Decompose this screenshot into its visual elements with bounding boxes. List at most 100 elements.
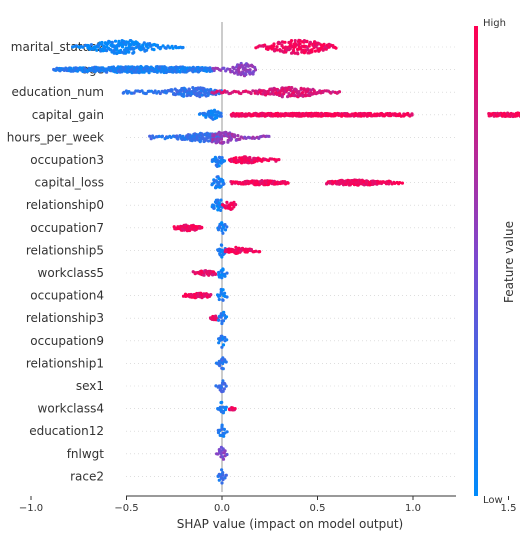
shap-point (224, 449, 227, 452)
shap-point (221, 410, 224, 413)
shap-point (221, 268, 224, 271)
shap-point (249, 68, 252, 71)
shap-point (214, 156, 217, 159)
shap-point (181, 46, 184, 49)
feature-label: occupation7 (30, 221, 104, 235)
shap-point (398, 181, 401, 184)
shap-point (225, 453, 228, 456)
shap-point (401, 182, 404, 185)
shap-point (233, 133, 236, 136)
shap-point (308, 45, 311, 48)
shap-point (146, 46, 149, 49)
shap-point (220, 199, 223, 202)
shap-point (254, 250, 257, 253)
shap-point (219, 401, 222, 404)
x-axis-label: SHAP value (impact on model output) (177, 517, 404, 531)
shap-point (214, 272, 217, 275)
shap-point (100, 41, 103, 44)
shap-point (222, 299, 225, 302)
feature-rows: marital_status2ageeducation_numcapital_g… (7, 40, 456, 483)
shap-point (222, 67, 225, 70)
shap-point (272, 42, 275, 45)
shap-point (223, 387, 226, 390)
shap-point (178, 134, 181, 137)
shap-point (287, 182, 290, 185)
shap-point (223, 275, 226, 278)
shap-point (200, 226, 203, 229)
shap-point (132, 48, 135, 51)
shap-point (226, 141, 229, 144)
x-ticks: −1.0−0.50.00.51.01.52.0 (19, 496, 520, 514)
shap-point (277, 158, 280, 161)
shap-point (121, 45, 124, 48)
shap-point (290, 86, 293, 89)
shap-point (250, 92, 253, 95)
shap-point (220, 112, 223, 115)
shap-point (298, 90, 301, 93)
feature-label: education12 (29, 424, 104, 438)
shap-point (220, 386, 223, 389)
shap-point (222, 367, 225, 370)
feature-label: capital_gain (32, 108, 104, 122)
shap-point (290, 52, 293, 55)
shap-point (218, 164, 221, 167)
x-tick-label: 1.5 (501, 503, 517, 514)
shap-point (243, 155, 246, 158)
shap-point (304, 93, 307, 96)
shap-point (296, 51, 299, 54)
shap-point (301, 91, 304, 94)
shap-point (219, 209, 222, 212)
shap-point (219, 138, 222, 141)
feature-label: relationship1 (26, 356, 104, 370)
shap-point (410, 112, 413, 115)
x-tick-label: 0.5 (310, 503, 326, 514)
shap-point (209, 293, 212, 296)
shap-point (281, 95, 284, 98)
shap-point (254, 68, 257, 71)
feature-label: hours_per_week (7, 130, 104, 144)
shap-point (132, 51, 135, 54)
shap-point (218, 201, 221, 204)
shap-point (222, 182, 225, 185)
shap-point (234, 407, 237, 410)
shap-point (290, 39, 293, 42)
feature-label: race2 (70, 469, 104, 483)
feature-label: occupation9 (30, 334, 104, 348)
shap-point (124, 43, 127, 46)
shap-point (223, 292, 226, 295)
colorbar: High Low Feature value (474, 18, 516, 506)
shap-point (217, 319, 220, 322)
feature-label: relationship5 (26, 243, 104, 257)
x-tick-label: 1.0 (405, 503, 421, 514)
shap-point (225, 225, 228, 228)
shap-point (176, 137, 179, 140)
shap-point (111, 41, 114, 44)
shap-point (224, 228, 227, 231)
shap-point (95, 49, 98, 52)
shap-point (248, 71, 251, 74)
shap-point (212, 207, 215, 210)
shap-point (225, 201, 228, 204)
shap-point (222, 141, 225, 144)
feature-label: relationship0 (26, 198, 104, 212)
shap-point (225, 406, 228, 409)
shap-point (221, 474, 224, 477)
shap-point (223, 159, 226, 162)
shap-point (222, 343, 225, 346)
shap-point (199, 112, 202, 115)
x-axis: −1.0−0.50.00.51.01.52.0 SHAP value (impa… (19, 496, 520, 531)
shap-point (222, 288, 225, 291)
shap-point (236, 134, 239, 137)
shap-point (225, 272, 228, 275)
colorbar-title: Feature value (502, 221, 516, 303)
shap-point (220, 425, 223, 428)
shap-point (214, 315, 217, 318)
shap-point (252, 72, 255, 75)
shap-point (221, 319, 224, 322)
feature-label: occupation4 (30, 289, 104, 303)
shap-point (152, 48, 155, 51)
shap-point (300, 87, 303, 90)
shap-point (212, 134, 215, 137)
shap-point (222, 458, 225, 461)
